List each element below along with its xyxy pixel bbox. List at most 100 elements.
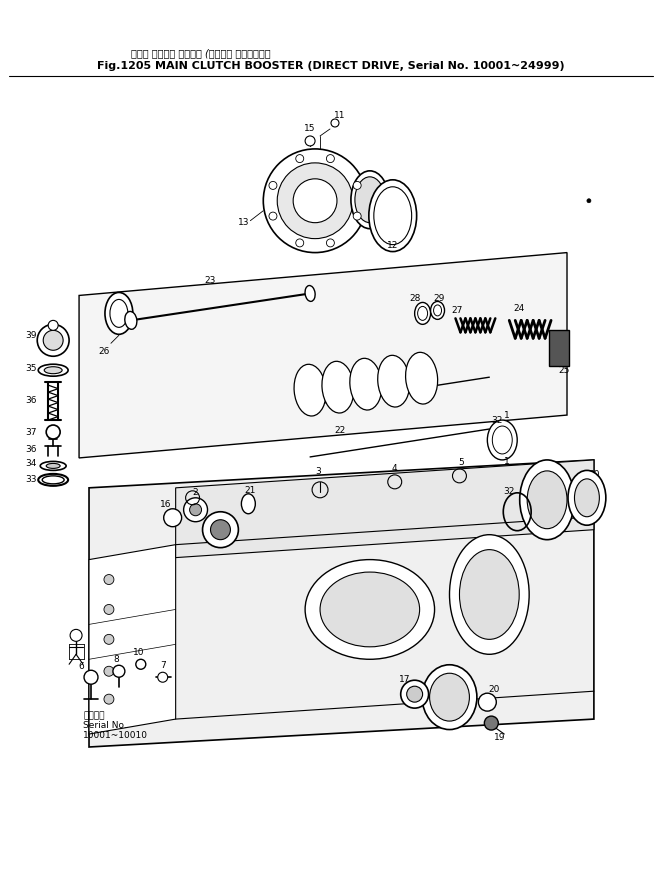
Text: 36: 36 [26, 395, 37, 405]
Ellipse shape [44, 367, 62, 374]
Circle shape [331, 119, 339, 127]
Circle shape [479, 693, 496, 711]
Circle shape [203, 512, 238, 548]
Ellipse shape [422, 665, 477, 730]
Circle shape [293, 179, 337, 223]
Circle shape [158, 672, 167, 682]
Ellipse shape [568, 470, 606, 525]
Ellipse shape [38, 364, 68, 376]
Polygon shape [89, 544, 175, 734]
Ellipse shape [520, 460, 575, 540]
Text: 19: 19 [494, 733, 505, 741]
Ellipse shape [322, 361, 354, 413]
Circle shape [104, 604, 114, 614]
Text: 37: 37 [26, 428, 37, 436]
Ellipse shape [38, 474, 68, 486]
Text: 23: 23 [205, 276, 216, 285]
Circle shape [587, 199, 591, 203]
Circle shape [104, 634, 114, 645]
Text: 18: 18 [453, 675, 465, 684]
Ellipse shape [369, 179, 416, 252]
Ellipse shape [449, 535, 529, 654]
Text: 20: 20 [489, 685, 500, 693]
Circle shape [296, 155, 304, 163]
Text: 12: 12 [387, 241, 399, 250]
Ellipse shape [378, 355, 410, 407]
Text: 27: 27 [451, 306, 463, 315]
Ellipse shape [242, 494, 256, 514]
Circle shape [485, 716, 498, 730]
Circle shape [269, 213, 277, 220]
Circle shape [43, 330, 63, 350]
Text: 17: 17 [399, 675, 410, 684]
Text: 7: 7 [160, 661, 166, 670]
Text: 16: 16 [160, 500, 171, 510]
Ellipse shape [430, 673, 469, 721]
Circle shape [104, 666, 114, 676]
Text: 13: 13 [238, 218, 249, 227]
Polygon shape [89, 460, 594, 747]
Ellipse shape [42, 476, 64, 484]
Circle shape [354, 213, 361, 220]
Circle shape [104, 575, 114, 584]
Polygon shape [79, 253, 567, 458]
Ellipse shape [459, 550, 519, 639]
Text: 30: 30 [588, 470, 600, 479]
Ellipse shape [355, 177, 385, 223]
Text: 3: 3 [315, 468, 321, 476]
Text: 39: 39 [26, 331, 37, 340]
Ellipse shape [493, 426, 512, 454]
Text: 32: 32 [492, 415, 503, 424]
Text: 25: 25 [558, 366, 570, 375]
Circle shape [37, 324, 69, 356]
Text: 6: 6 [78, 662, 84, 671]
Circle shape [113, 665, 125, 678]
Text: 2: 2 [193, 489, 199, 497]
Text: 22: 22 [334, 426, 346, 435]
Text: 29: 29 [434, 294, 446, 303]
Text: 31: 31 [545, 473, 557, 483]
Circle shape [46, 425, 60, 439]
Ellipse shape [487, 420, 517, 460]
Text: 適用号視: 適用号視 [83, 711, 105, 720]
Text: 5: 5 [459, 458, 464, 468]
Circle shape [401, 680, 428, 708]
Circle shape [189, 503, 201, 516]
Ellipse shape [320, 572, 420, 647]
Text: Serial No.: Serial No. [83, 721, 127, 730]
Circle shape [48, 321, 58, 330]
Ellipse shape [350, 358, 382, 410]
Circle shape [164, 509, 181, 527]
Circle shape [70, 630, 82, 641]
Text: 4: 4 [392, 464, 398, 474]
Circle shape [136, 659, 146, 669]
Ellipse shape [305, 286, 315, 301]
Ellipse shape [406, 353, 438, 404]
Text: 21: 21 [245, 486, 256, 496]
Ellipse shape [575, 479, 599, 517]
Circle shape [406, 686, 422, 702]
Text: 28: 28 [409, 294, 420, 303]
Circle shape [84, 671, 98, 685]
Text: 10001~10010: 10001~10010 [83, 731, 148, 740]
Circle shape [277, 163, 353, 239]
Circle shape [263, 149, 367, 253]
Text: 35: 35 [26, 364, 37, 373]
Text: 8: 8 [113, 655, 118, 664]
Ellipse shape [125, 312, 137, 329]
Circle shape [183, 498, 207, 522]
Circle shape [211, 520, 230, 540]
Ellipse shape [105, 293, 133, 334]
Ellipse shape [430, 301, 444, 320]
Circle shape [104, 694, 114, 704]
Text: 15: 15 [305, 125, 316, 133]
Circle shape [305, 136, 315, 146]
Ellipse shape [46, 463, 60, 469]
Ellipse shape [351, 171, 389, 229]
Circle shape [354, 181, 361, 189]
Text: 33: 33 [26, 476, 37, 484]
Ellipse shape [414, 302, 430, 324]
Circle shape [326, 155, 334, 163]
Text: 1: 1 [504, 410, 510, 420]
Circle shape [296, 239, 304, 246]
